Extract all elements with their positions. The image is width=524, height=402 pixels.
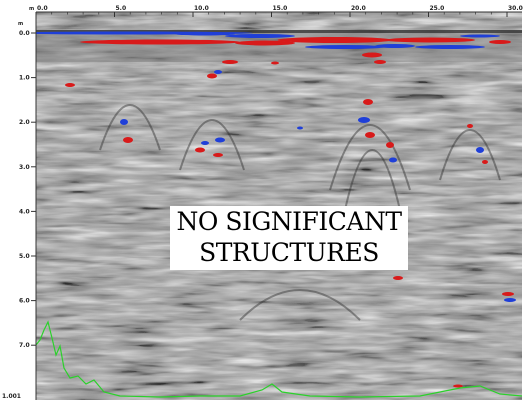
- positive-reflection-mark: [271, 61, 279, 65]
- distance-axis-unit: m: [29, 6, 34, 12]
- positive-reflection-mark: [195, 147, 205, 153]
- depth-axis: 0.0 1.0 2.0 3.0 4.0 5.0 6.0 7.0: [19, 30, 36, 349]
- negative-reflection-mark: [201, 141, 209, 145]
- positive-reflection-mark: [222, 60, 238, 64]
- positive-reflection-mark: [374, 60, 386, 64]
- depth-tick-label: 3.0: [19, 164, 30, 171]
- positive-reflection-mark: [393, 276, 403, 280]
- positive-reflection-mark: [502, 292, 514, 296]
- positive-reflection-mark: [213, 153, 223, 157]
- depth-tick-label: 4.0: [19, 208, 30, 215]
- negative-reflection-mark: [214, 70, 222, 74]
- bottom-left-label: 1.001: [2, 393, 21, 400]
- depth-tick-label: 2.0: [19, 119, 30, 126]
- negative-reflection-mark: [476, 147, 484, 153]
- positive-reflection-mark: [386, 142, 394, 148]
- positive-reflection-mark: [365, 132, 375, 138]
- green-trace-line: [36, 320, 522, 398]
- distance-tick-label: 0.0: [37, 5, 48, 12]
- depth-axis-unit: m: [18, 21, 23, 27]
- negative-reflection-mark: [415, 45, 485, 49]
- negative-reflection-mark: [389, 157, 397, 163]
- depth-tick-label: 6.0: [19, 298, 30, 305]
- annotation-line-1: NO SIGNIFICANT: [176, 207, 403, 236]
- negative-reflection-mark: [504, 298, 516, 302]
- positive-reflection-mark: [482, 160, 488, 164]
- negative-reflection-mark: [460, 34, 500, 38]
- positive-reflection-mark: [123, 137, 133, 143]
- distance-tick-label: 20.0: [351, 5, 366, 12]
- distance-tick-label: 30.0: [508, 5, 523, 12]
- positive-reflection-mark: [235, 40, 295, 46]
- negative-reflection-mark: [358, 117, 370, 123]
- positive-reflection-mark: [80, 39, 240, 45]
- no-structures-annotation: NO SIGNIFICANT STRUCTURES: [170, 206, 408, 270]
- positive-reflection-mark: [362, 52, 382, 58]
- annotation-line-2: STRUCTURES: [199, 238, 379, 267]
- negative-reflection-mark: [225, 34, 295, 38]
- negative-reflection-mark: [305, 45, 385, 49]
- positive-reflection-mark: [385, 37, 475, 43]
- negative-reflection-mark: [120, 119, 128, 125]
- positive-reflection-mark: [277, 37, 393, 43]
- depth-tick-label: 5.0: [19, 253, 30, 260]
- negative-reflection-mark: [375, 44, 415, 48]
- positive-reflection-mark: [363, 99, 373, 105]
- distance-tick-label: 10.0: [194, 5, 209, 12]
- distance-tick-label: 5.0: [116, 5, 127, 12]
- distance-tick-label: 15.0: [273, 5, 288, 12]
- depth-tick-label: 1.0: [19, 75, 30, 82]
- negative-reflection-mark: [215, 137, 225, 143]
- positive-reflection-mark: [207, 73, 217, 79]
- depth-tick-label: 7.0: [19, 342, 30, 349]
- reflection-hyperbolas: [99, 104, 501, 321]
- reflection-anomalies: [36, 31, 516, 388]
- depth-tick-label: 0.0: [19, 30, 30, 37]
- positive-reflection-mark: [65, 83, 75, 87]
- negative-reflection-mark: [175, 32, 235, 36]
- positive-reflection-mark: [489, 40, 511, 44]
- distance-axis: 0.0 5.0 10.0 15.0 20.0 25.0 30.0: [35, 5, 523, 17]
- distance-tick-label: 25.0: [430, 5, 445, 12]
- positive-reflection-mark: [467, 124, 473, 128]
- positive-reflection-mark: [453, 384, 463, 388]
- negative-reflection-mark: [297, 126, 303, 130]
